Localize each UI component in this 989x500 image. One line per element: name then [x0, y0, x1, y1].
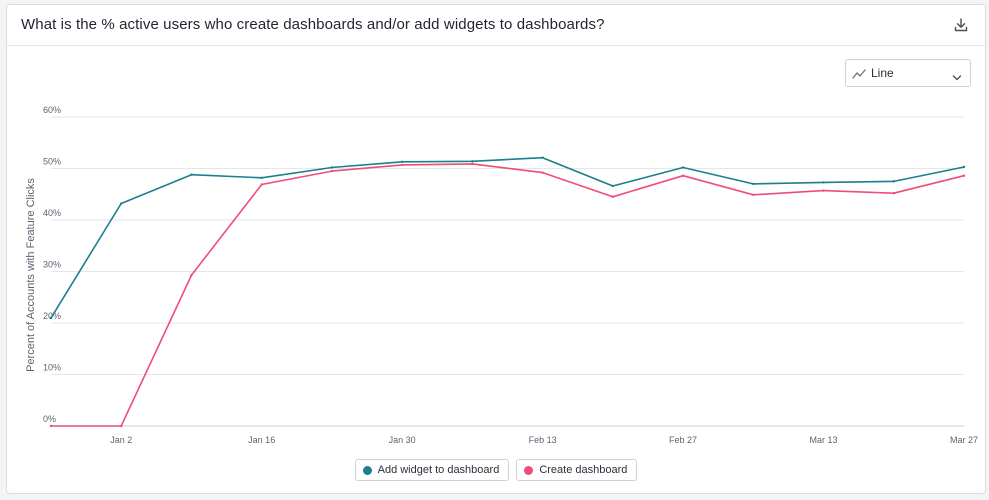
- data-point[interactable]: [330, 166, 334, 169]
- x-tick-label: Jan 16: [248, 435, 275, 445]
- line-chart-icon: [852, 67, 866, 79]
- data-point[interactable]: [120, 424, 123, 428]
- chevron-down-icon: [952, 69, 962, 81]
- x-tick-label: Jan 30: [389, 435, 416, 445]
- series-layer: [49, 156, 966, 428]
- data-point[interactable]: [681, 174, 685, 177]
- series-line[interactable]: [50, 156, 965, 319]
- y-tick-labels: 0%10%20%30%40%50%60%: [43, 105, 61, 424]
- y-tick-label: 30%: [43, 260, 61, 270]
- legend-dot-icon: [362, 465, 372, 475]
- line-chart: 0%10%20%30%40%50%60% Jan 2 Jan 16 Jan 30 Fe…: [25, 105, 978, 445]
- data-point[interactable]: [190, 273, 193, 277]
- data-point[interactable]: [471, 160, 474, 163]
- data-point[interactable]: [752, 182, 755, 186]
- legend-label: Create dashboard: [539, 464, 628, 476]
- chart-title: What is the % active users who create da…: [21, 16, 605, 33]
- data-point[interactable]: [822, 189, 825, 192]
- data-point[interactable]: [822, 181, 825, 184]
- x-tick-label: Mar 13: [810, 435, 838, 445]
- series-line[interactable]: [51, 163, 965, 427]
- x-tick-label: Jan 2: [110, 435, 132, 445]
- legend-dot-icon: [524, 465, 534, 475]
- data-point[interactable]: [752, 193, 755, 196]
- data-point[interactable]: [49, 316, 53, 320]
- data-point[interactable]: [892, 192, 895, 195]
- data-point[interactable]: [400, 160, 404, 164]
- data-point[interactable]: [120, 202, 123, 205]
- data-point[interactable]: [962, 174, 966, 177]
- data-point[interactable]: [611, 184, 615, 188]
- y-tick-label: 50%: [43, 157, 61, 167]
- y-tick-label: 60%: [43, 105, 61, 115]
- data-point[interactable]: [681, 166, 685, 169]
- data-point[interactable]: [260, 183, 263, 186]
- chart-legend: Add widget to dashboard Create dashboard: [7, 459, 985, 483]
- data-point[interactable]: [190, 173, 193, 176]
- x-tick-label: Mar 27: [950, 435, 978, 445]
- x-tick-label: Feb 13: [529, 435, 557, 445]
- x-tick-label: Feb 27: [669, 435, 697, 445]
- data-point[interactable]: [611, 195, 615, 199]
- data-point[interactable]: [892, 180, 895, 183]
- chart-card: What is the % active users who create da…: [6, 4, 986, 494]
- data-point[interactable]: [49, 424, 53, 428]
- grid-lines: [51, 116, 964, 427]
- data-point[interactable]: [541, 171, 544, 174]
- legend-item[interactable]: Create dashboard: [516, 459, 638, 481]
- data-point[interactable]: [962, 165, 966, 169]
- data-point[interactable]: [260, 176, 263, 179]
- chart-type-select[interactable]: Line: [845, 59, 971, 87]
- y-axis-label: Percent of Accounts with Feature Clicks: [25, 178, 37, 372]
- y-tick-label: 10%: [43, 363, 61, 373]
- data-point[interactable]: [541, 156, 544, 159]
- data-point[interactable]: [471, 162, 474, 166]
- legend-label: Add widget to dashboard: [377, 464, 500, 476]
- card-header: What is the % active users who create da…: [7, 5, 985, 46]
- download-icon[interactable]: [953, 17, 969, 33]
- legend-item[interactable]: Add widget to dashboard: [354, 459, 510, 481]
- data-point[interactable]: [330, 169, 334, 173]
- y-tick-label: 0%: [43, 414, 56, 424]
- x-tick-labels: Jan 2 Jan 16 Jan 30 Feb 13 Feb 27 Mar 13 Mar 2…: [110, 435, 978, 445]
- data-point[interactable]: [400, 163, 404, 167]
- chart-type-label: Line: [871, 66, 894, 80]
- y-tick-label: 40%: [43, 208, 61, 218]
